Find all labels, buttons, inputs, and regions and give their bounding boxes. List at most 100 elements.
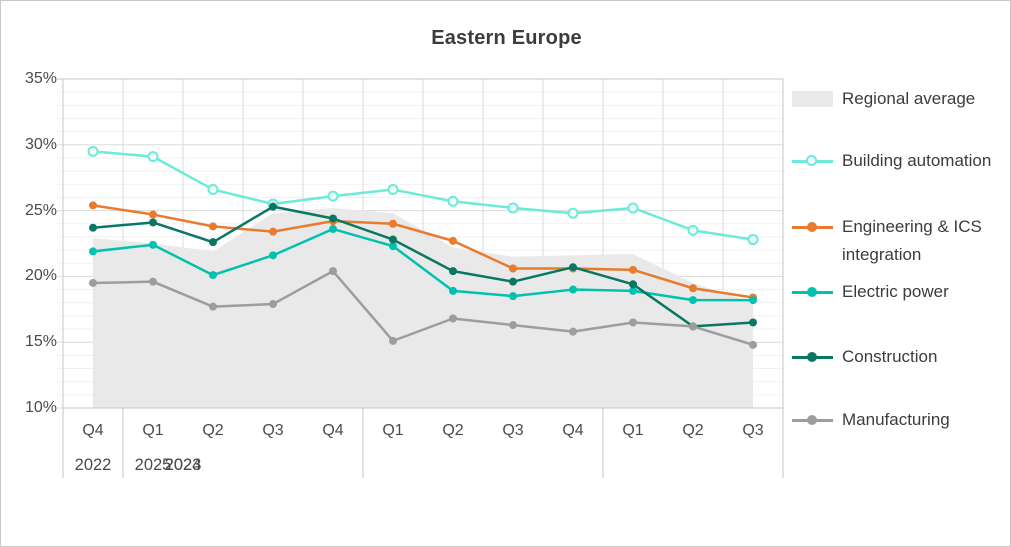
- data-point-marker: [629, 318, 637, 327]
- legend-item-engineering-ics-integration[interactable]: Engineering & ICS integration: [792, 213, 1004, 269]
- data-point-marker: [329, 225, 337, 234]
- y-tick-label: 35%: [24, 70, 57, 87]
- data-point-marker: [509, 264, 517, 273]
- legend-item-regional-average[interactable]: Regional average: [792, 85, 1004, 113]
- x-tick-label: Q3: [742, 422, 764, 439]
- x-tick-label: Q2: [442, 422, 464, 439]
- legend-item-building-automation[interactable]: Building automation: [792, 147, 1004, 175]
- data-point-marker: [389, 219, 397, 228]
- data-point-marker: [567, 207, 579, 219]
- chart-title: Eastern Europe: [431, 27, 582, 49]
- legend-label: Construction: [842, 347, 938, 366]
- data-point-marker: [147, 151, 159, 163]
- data-point-marker: [749, 318, 757, 327]
- data-point-marker: [449, 236, 457, 245]
- data-point-marker: [569, 285, 577, 294]
- y-tick-label: 30%: [24, 135, 57, 153]
- legend-label: Engineering & ICS integration: [842, 217, 982, 264]
- x-tick-label: Q3: [502, 422, 524, 439]
- year-label: 2025: [134, 456, 172, 474]
- year-label: 2024: [164, 456, 202, 474]
- regional-average-swatch-icon: [792, 85, 833, 113]
- x-tick-label: Q2: [202, 422, 224, 439]
- data-point-marker: [269, 227, 277, 236]
- legend-label: Regional average: [842, 89, 976, 108]
- legend-item-electric-power[interactable]: Electric power: [792, 278, 1004, 306]
- data-point-marker: [749, 340, 757, 349]
- x-tick-label: Q2: [682, 422, 704, 439]
- data-point-marker: [689, 296, 697, 305]
- data-point-marker: [689, 284, 697, 293]
- data-point-marker: [749, 296, 757, 305]
- data-point-marker: [329, 214, 337, 223]
- data-point-marker: [569, 263, 577, 272]
- data-point-marker: [449, 286, 457, 295]
- building-automation-line-icon: [792, 147, 833, 175]
- y-tick-label: 15%: [24, 333, 57, 351]
- legend-label: Manufacturing: [842, 410, 950, 429]
- legend-item-construction[interactable]: Construction: [792, 343, 1004, 371]
- data-point-marker: [449, 267, 457, 276]
- data-point-marker: [389, 336, 397, 345]
- series-line: [91, 269, 755, 347]
- data-point-marker: [207, 184, 219, 196]
- manufacturing-line-icon: [792, 406, 833, 434]
- series-line: [91, 150, 755, 241]
- data-point-marker: [449, 314, 457, 323]
- data-point-marker: [627, 202, 639, 214]
- data-point-marker: [89, 278, 97, 287]
- data-point-marker: [87, 145, 99, 157]
- data-point-marker: [629, 280, 637, 289]
- data-point-marker: [569, 327, 577, 336]
- data-point-marker: [209, 222, 217, 231]
- series-line: [91, 204, 755, 299]
- data-point-marker: [149, 240, 157, 249]
- data-point-marker: [269, 251, 277, 260]
- data-point-marker: [629, 265, 637, 274]
- legend-label: Electric power: [842, 282, 949, 301]
- data-point-marker: [89, 247, 97, 256]
- data-point-marker: [89, 201, 97, 210]
- data-point-marker: [149, 277, 157, 286]
- x-tick-label: Q4: [82, 422, 104, 439]
- x-tick-label: Q1: [622, 422, 644, 439]
- data-point-marker: [687, 224, 699, 236]
- data-point-marker: [209, 271, 217, 280]
- engineering-ics-line-icon: [792, 213, 833, 241]
- data-point-marker: [447, 195, 459, 207]
- data-point-marker: [389, 235, 397, 244]
- construction-line-icon: [792, 343, 833, 371]
- data-point-marker: [269, 300, 277, 309]
- data-point-marker: [389, 242, 397, 251]
- data-point-marker: [387, 184, 399, 196]
- y-tick-label: 25%: [24, 201, 57, 219]
- x-tick-label: Q3: [262, 422, 284, 439]
- data-point-marker: [509, 321, 517, 330]
- data-point-marker: [149, 218, 157, 227]
- data-point-marker: [209, 302, 217, 311]
- year-label: 2023: [164, 456, 202, 474]
- data-point-marker: [327, 190, 339, 202]
- y-tick-label: 20%: [24, 267, 57, 285]
- regional-average-area: [93, 207, 753, 408]
- data-point-marker: [89, 223, 97, 232]
- x-tick-label: Q1: [142, 422, 164, 439]
- data-point-marker: [329, 267, 337, 276]
- data-point-marker: [507, 202, 519, 214]
- year-label: 2022: [74, 456, 112, 474]
- data-point-marker: [149, 210, 157, 219]
- y-tick-label: 10%: [24, 399, 57, 416]
- data-point-marker: [629, 286, 637, 295]
- data-point-marker: [689, 322, 697, 331]
- data-point-marker: [269, 202, 277, 211]
- x-tick-label: Q4: [322, 422, 344, 439]
- legend-label: Building automation: [842, 151, 992, 170]
- x-tick-label: Q1: [382, 422, 404, 439]
- data-point-marker: [747, 234, 759, 246]
- legend: Regional average Building automation Eng…: [792, 1, 1010, 546]
- electric-power-line-icon: [792, 278, 833, 306]
- legend-item-manufacturing[interactable]: Manufacturing: [792, 406, 1004, 434]
- series-line: [91, 205, 755, 328]
